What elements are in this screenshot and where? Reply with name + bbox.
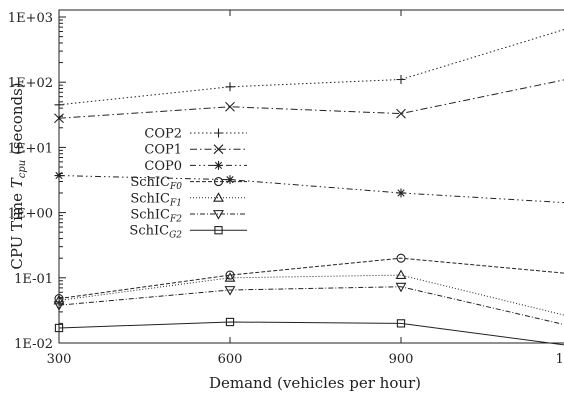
y-tick-label: 1E+03 <box>8 11 53 26</box>
series-line <box>59 322 564 346</box>
series-cop1 <box>55 74 564 123</box>
data-point <box>226 287 235 295</box>
y-tick-label: 1E-02 <box>14 337 53 352</box>
legend-marker <box>214 129 223 138</box>
legend-marker <box>214 161 223 170</box>
data-point <box>397 271 406 279</box>
data-point <box>55 171 64 180</box>
series-line <box>59 27 564 105</box>
series-schic-g2 <box>55 318 564 349</box>
y-axis-title: CPU Time Tcpu (seconds) <box>8 82 28 269</box>
y-axis-title-main: CPU Time <box>8 188 26 269</box>
series-line <box>59 258 564 298</box>
legend-label: COP1 <box>144 143 182 158</box>
legend-label: SchICG2 <box>129 224 182 241</box>
y-axis-title-suffix: (seconds) <box>8 82 26 159</box>
x-tick-label: 600 <box>218 352 243 367</box>
legend-label: SchICF0 <box>130 175 182 192</box>
series-line <box>59 287 564 327</box>
series-line <box>59 275 564 317</box>
y-axis-title-subscript: cpu <box>17 160 28 178</box>
series-schic-f0 <box>55 254 564 302</box>
legend-label: SchICF1 <box>130 191 182 208</box>
legend-label: COP2 <box>144 127 182 142</box>
series-cop2 <box>55 23 564 110</box>
x-axis-title: Demand (vehicles per hour) <box>209 374 421 392</box>
legend-label: COP0 <box>144 159 182 174</box>
data-point <box>397 283 406 291</box>
data-point <box>397 75 406 84</box>
data-point <box>226 175 235 184</box>
x-tick-label: 900 <box>389 352 414 367</box>
data-point <box>397 188 406 197</box>
data-point <box>226 82 235 91</box>
series-line <box>59 78 564 118</box>
axes: 30060090012001E-021E-011E+001E+011E+021E… <box>8 10 564 367</box>
legend-label: SchICF2 <box>130 208 182 225</box>
series-schic-f1 <box>55 271 564 321</box>
x-tick-label: 1200 <box>555 352 564 367</box>
legend-marker <box>214 193 223 201</box>
y-tick-label: 1E-01 <box>14 272 53 287</box>
legend-marker <box>214 211 223 219</box>
x-tick-label: 300 <box>47 352 72 367</box>
